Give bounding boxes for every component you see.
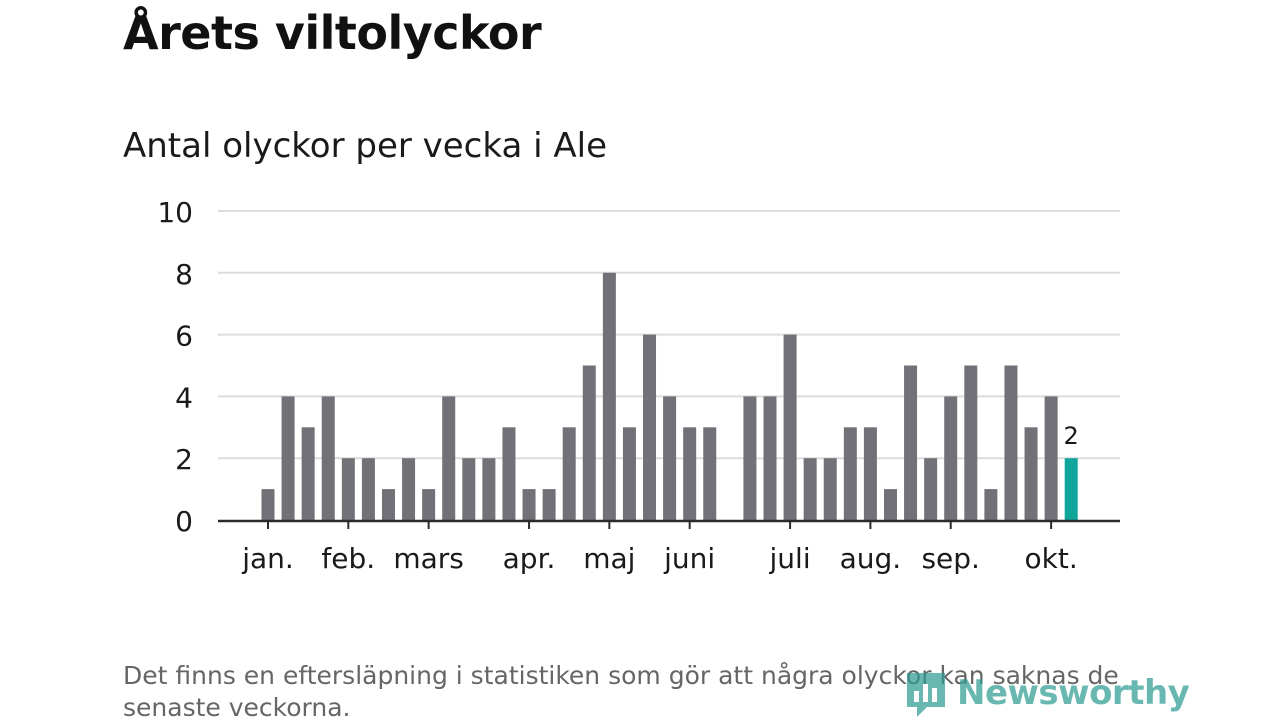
bar [321, 396, 335, 520]
newsworthy-logo-icon [907, 673, 945, 717]
bar [482, 458, 496, 520]
bar [402, 458, 416, 520]
bar [622, 427, 636, 520]
bar [984, 489, 998, 520]
x-tick-label: juli [769, 542, 811, 575]
x-tick-label: mars [393, 542, 464, 575]
x-tick-label: feb. [321, 542, 375, 575]
x-tick-label: maj [583, 542, 635, 575]
bar [341, 458, 355, 520]
bar [462, 458, 476, 520]
newsworthy-logo: Newsworthy [903, 667, 1190, 719]
bar [261, 489, 275, 520]
bar [703, 427, 717, 520]
bar [562, 427, 576, 520]
bar [803, 458, 817, 520]
chart-title: Årets viltolyckor [123, 6, 542, 60]
bar [1004, 365, 1018, 520]
bar [924, 458, 938, 520]
x-tick-label: sep. [921, 542, 980, 575]
bar [843, 427, 857, 520]
bar [944, 396, 958, 520]
bar [522, 489, 536, 520]
bar [281, 396, 295, 520]
x-tick-label: apr. [503, 542, 556, 575]
bar [904, 365, 918, 520]
bar [381, 489, 395, 520]
x-tick-label: jan. [241, 542, 294, 575]
y-tick-label: 0 [175, 505, 193, 538]
bar [582, 365, 596, 520]
bar [823, 458, 837, 520]
y-tick-label: 2 [175, 443, 193, 476]
y-tick-label: 4 [175, 381, 193, 414]
y-tick-label: 8 [175, 258, 193, 291]
bar [883, 489, 897, 520]
x-tick-label: okt. [1025, 542, 1078, 575]
chart-subtitle: Antal olyckor per vecka i Ale [123, 126, 607, 166]
bar [763, 396, 777, 520]
bar [643, 334, 657, 520]
bar [683, 427, 697, 520]
y-tick-label: 6 [175, 320, 193, 353]
footnote: Det finns en eftersläpning i statistiken… [123, 661, 1119, 722]
bar [301, 427, 315, 520]
data-label: 2 [1064, 422, 1079, 450]
bar [783, 334, 797, 520]
logo-text: Newsworthy [957, 673, 1190, 713]
y-tick-label: 10 [157, 196, 193, 229]
bar [743, 396, 757, 520]
bar [663, 396, 677, 520]
bar [1024, 427, 1038, 520]
bar-highlight [1064, 458, 1078, 520]
bar [1044, 396, 1058, 520]
bar [422, 489, 436, 520]
bar [361, 458, 375, 520]
bar-chart: 0 2 4 6 8 10 2 jan. feb. mars apr. maj juni juli aug. s… [157, 196, 1120, 575]
bar [502, 427, 516, 520]
bar [542, 489, 556, 520]
bar [442, 396, 456, 520]
bar [964, 365, 978, 520]
bar [602, 272, 616, 520]
x-tick-label: aug. [840, 542, 902, 575]
bar [863, 427, 877, 520]
x-tick-label: juni [663, 542, 715, 575]
